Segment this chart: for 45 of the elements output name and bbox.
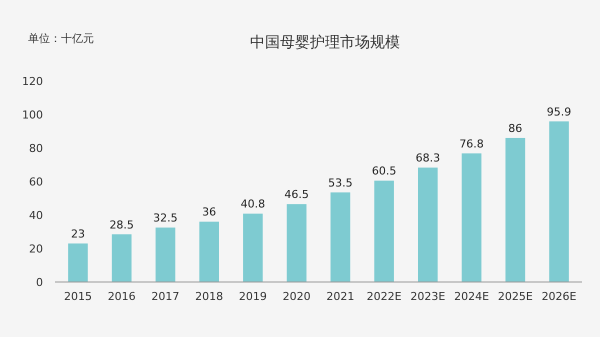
bar [156,228,176,282]
x-tick-label: 2015 [64,290,92,303]
data-label: 95.9 [546,105,572,118]
data-label: 28.5 [109,218,134,232]
x-tick-label: 2025E [498,290,533,303]
y-tick-label: 20 [29,242,43,256]
y-tick-label: 60 [29,176,43,188]
y-tick-label: 100 [22,108,43,122]
bar [199,222,220,282]
bar [462,153,482,282]
bar [505,138,526,282]
data-label: 68.3 [416,152,440,165]
x-tick-label: 2023E [410,290,446,303]
bar [243,214,263,282]
x-tick-label: 2016 [108,290,136,303]
x-tick-label: 2020 [282,290,311,303]
data-label: 86 [508,122,522,135]
data-label: 76.8 [459,137,484,150]
x-tick-label: 2026E [542,290,577,303]
y-tick-label: 120 [22,75,43,88]
y-tick-label: 80 [29,142,43,155]
y-tick-label: 0 [36,276,43,289]
data-label: 23 [70,227,85,240]
bar [549,121,569,282]
bar [112,234,132,282]
y-axis-title: 单位：十亿元 [28,32,94,45]
bar [330,192,350,282]
data-label: 40.8 [240,198,266,211]
x-tick-label: 2018 [195,290,224,303]
x-tick-label: 2021 [326,290,354,303]
bar [418,168,438,282]
x-tick-label: 2022E [366,290,402,303]
x-tick-label: 2017 [151,290,180,303]
data-label: 36 [202,206,216,219]
y-tick-label: 40 [29,209,43,222]
bar [374,180,394,282]
data-label: 32.5 [153,212,178,225]
data-label: 60.5 [372,164,396,178]
data-label: 53.5 [328,176,353,190]
chart-title: 中国母婴护理市场规模 [250,33,400,51]
bar [68,243,88,282]
bar [286,204,306,282]
x-tick-label: 2019 [238,290,267,303]
data-label: 46.5 [284,188,309,202]
x-tick-label: 2024E [454,290,490,303]
